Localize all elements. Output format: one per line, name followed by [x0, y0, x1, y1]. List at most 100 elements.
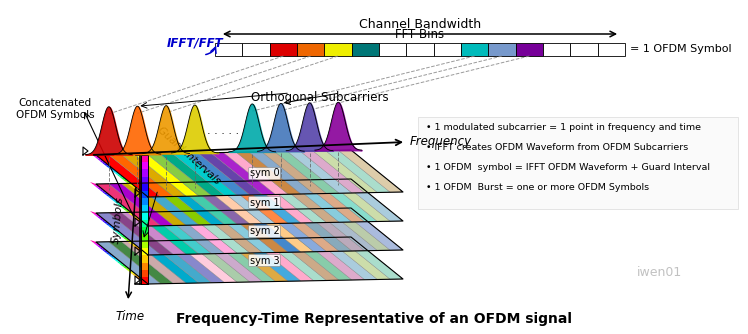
- Polygon shape: [275, 238, 340, 281]
- Polygon shape: [147, 154, 212, 196]
- Polygon shape: [139, 193, 148, 197]
- Text: Frequency: Frequency: [410, 136, 472, 149]
- Polygon shape: [90, 211, 99, 215]
- Polygon shape: [122, 237, 131, 241]
- Polygon shape: [93, 184, 102, 189]
- Polygon shape: [116, 232, 125, 236]
- Polygon shape: [136, 219, 145, 224]
- Polygon shape: [134, 183, 199, 225]
- Polygon shape: [300, 180, 365, 222]
- Polygon shape: [90, 182, 99, 186]
- Polygon shape: [102, 162, 111, 167]
- Polygon shape: [105, 223, 114, 227]
- Polygon shape: [224, 152, 288, 194]
- Polygon shape: [108, 155, 174, 197]
- Polygon shape: [102, 191, 111, 196]
- Polygon shape: [134, 212, 199, 254]
- Polygon shape: [128, 270, 136, 275]
- Polygon shape: [186, 153, 250, 195]
- Polygon shape: [249, 181, 313, 223]
- Polygon shape: [116, 261, 125, 265]
- Polygon shape: [147, 183, 212, 225]
- Polygon shape: [211, 239, 275, 282]
- Polygon shape: [141, 270, 148, 277]
- Polygon shape: [96, 184, 161, 226]
- Bar: [325, 43, 352, 56]
- Polygon shape: [313, 151, 378, 193]
- Polygon shape: [325, 208, 390, 250]
- Polygon shape: [325, 179, 390, 221]
- Polygon shape: [160, 182, 224, 225]
- Polygon shape: [130, 186, 139, 190]
- Text: FFT Bins: FFT Bins: [396, 28, 444, 41]
- Polygon shape: [110, 256, 119, 261]
- Polygon shape: [96, 242, 161, 284]
- Polygon shape: [287, 238, 352, 280]
- Polygon shape: [141, 263, 148, 270]
- Polygon shape: [134, 241, 199, 283]
- Text: = 1 OFDM Symbol: = 1 OFDM Symbol: [630, 44, 732, 54]
- Polygon shape: [325, 237, 390, 280]
- Polygon shape: [141, 212, 148, 219]
- Polygon shape: [133, 217, 142, 221]
- Text: Time: Time: [115, 310, 144, 323]
- Polygon shape: [141, 191, 148, 198]
- Bar: [515, 43, 543, 56]
- Text: sym 2: sym 2: [250, 226, 279, 236]
- Polygon shape: [130, 273, 139, 277]
- Polygon shape: [133, 188, 142, 192]
- Bar: [488, 43, 515, 56]
- Polygon shape: [139, 250, 148, 255]
- Bar: [352, 43, 379, 56]
- Polygon shape: [224, 210, 288, 253]
- Polygon shape: [141, 176, 148, 184]
- Polygon shape: [211, 153, 275, 195]
- Polygon shape: [338, 179, 403, 221]
- Polygon shape: [224, 181, 288, 223]
- Bar: [461, 43, 488, 56]
- Polygon shape: [275, 151, 340, 193]
- Bar: [418, 117, 738, 209]
- Polygon shape: [141, 255, 148, 263]
- Polygon shape: [224, 239, 288, 282]
- Polygon shape: [99, 189, 108, 193]
- Polygon shape: [110, 198, 119, 203]
- Text: IFFT/FFT: IFFT/FFT: [167, 36, 224, 49]
- Text: • IFFT creates OFDM Waveform from OFDM Subcarriers: • IFFT creates OFDM Waveform from OFDM S…: [426, 143, 688, 152]
- Polygon shape: [107, 225, 116, 229]
- Polygon shape: [198, 153, 263, 195]
- Polygon shape: [113, 259, 122, 263]
- Polygon shape: [262, 209, 326, 252]
- Polygon shape: [116, 203, 125, 207]
- Text: sym 3: sym 3: [250, 256, 279, 266]
- Polygon shape: [173, 153, 237, 195]
- Text: • 1 OFDM  Burst = one or more OFDM Symbols: • 1 OFDM Burst = one or more OFDM Symbol…: [426, 183, 649, 192]
- Bar: [543, 43, 570, 56]
- Polygon shape: [107, 254, 116, 258]
- Text: Concatenated
OFDM Symbols: Concatenated OFDM Symbols: [16, 98, 94, 120]
- Text: Channel Bandwidth: Channel Bandwidth: [359, 18, 481, 31]
- Polygon shape: [113, 201, 122, 205]
- Polygon shape: [128, 241, 136, 246]
- Polygon shape: [122, 179, 131, 183]
- Polygon shape: [249, 239, 313, 281]
- Text: Guard Intervals: Guard Intervals: [156, 125, 222, 186]
- Polygon shape: [160, 240, 224, 283]
- Polygon shape: [262, 180, 326, 223]
- Bar: [434, 43, 461, 56]
- Polygon shape: [90, 153, 99, 157]
- Polygon shape: [198, 240, 263, 282]
- Polygon shape: [105, 252, 114, 256]
- Polygon shape: [211, 181, 275, 224]
- Polygon shape: [160, 154, 224, 196]
- Polygon shape: [133, 246, 142, 250]
- Polygon shape: [96, 216, 105, 220]
- Polygon shape: [186, 211, 250, 253]
- Polygon shape: [110, 169, 119, 174]
- Polygon shape: [141, 248, 148, 255]
- Polygon shape: [287, 180, 352, 222]
- Polygon shape: [136, 248, 145, 253]
- Polygon shape: [136, 277, 145, 282]
- Polygon shape: [134, 154, 199, 196]
- Polygon shape: [128, 183, 136, 188]
